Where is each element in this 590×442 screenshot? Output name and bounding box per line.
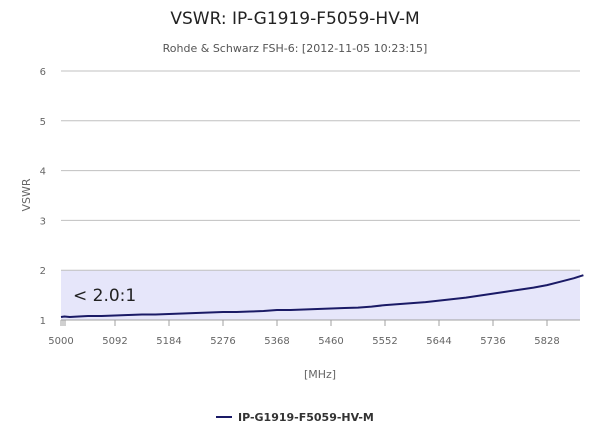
- y-tick-label: 3: [40, 216, 46, 227]
- y-tick-label: 4: [40, 167, 46, 178]
- x-tick-label: 5828: [534, 336, 559, 347]
- y-tick-label: 6: [40, 67, 46, 78]
- x-tick-label: 5092: [102, 336, 127, 347]
- x-tick-label: 5000: [48, 336, 73, 347]
- grid-lines: [61, 70, 580, 271]
- x-tick-label: 5644: [426, 336, 451, 347]
- y-tick-label: 5: [40, 117, 46, 128]
- y-tick-label: 2: [40, 266, 46, 277]
- x-axis-ticks: 5000 5092 5184 5276 5368 5460 5552 5644 5736 5828: [48, 320, 560, 347]
- x-tick-label: 5276: [210, 336, 235, 347]
- chart-subtitle: Rohde & Schwarz FSH-6: [2012-11-05 10:23…: [163, 42, 428, 55]
- legend[interactable]: IP-G1919-F5059-HV-M: [216, 411, 374, 424]
- chart-title: VSWR: IP-G1919-F5059-HV-M: [170, 9, 419, 29]
- x-tick-label: 5184: [156, 336, 181, 347]
- x-tick-label: 5736: [480, 336, 505, 347]
- y-axis-ticks: 1 2 3 4 5 6: [40, 67, 46, 327]
- x-tick-label: 5552: [372, 336, 397, 347]
- x-tick-label: 5460: [318, 336, 343, 347]
- plot-band-under-2: [61, 270, 580, 320]
- y-axis-label: VSWR: [20, 178, 33, 211]
- x-axis-label: [MHz]: [304, 368, 336, 381]
- plot-band-label: < 2.0:1: [73, 286, 136, 306]
- legend-item-label: IP-G1919-F5059-HV-M: [238, 411, 374, 424]
- x-tick-label: 5368: [264, 336, 289, 347]
- series-line: [60, 274, 584, 318]
- y-tick-label: 1: [40, 316, 46, 327]
